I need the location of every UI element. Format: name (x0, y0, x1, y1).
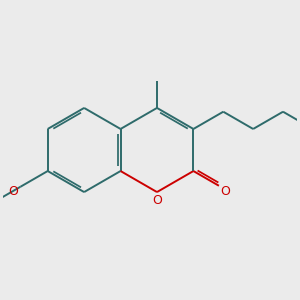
Text: O: O (8, 185, 18, 198)
Text: O: O (220, 185, 230, 198)
Text: O: O (152, 194, 162, 207)
